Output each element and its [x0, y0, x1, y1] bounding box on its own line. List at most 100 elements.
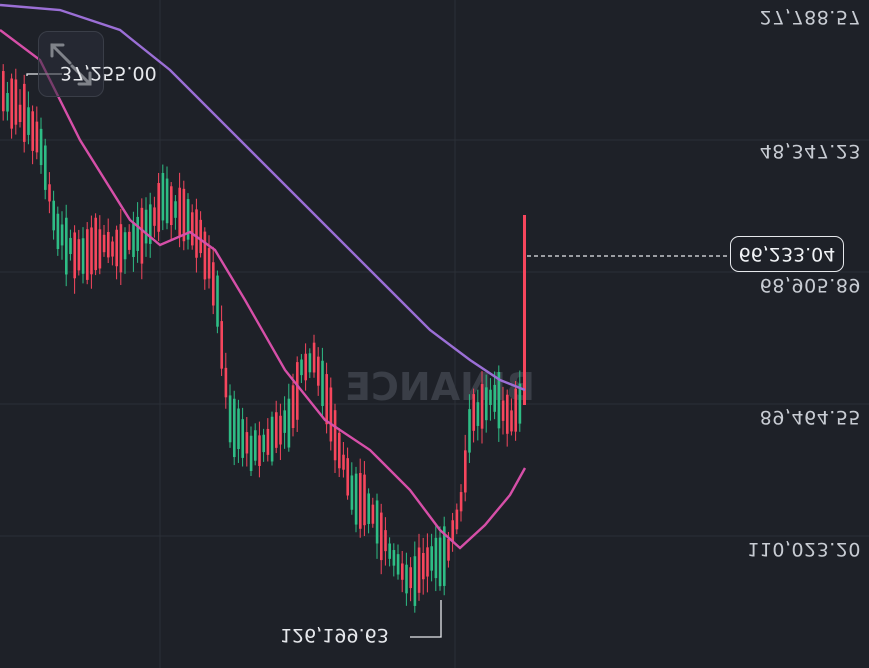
candle-body [333, 410, 337, 461]
candle-body [6, 93, 9, 112]
candle-body [23, 83, 26, 142]
candle-body [279, 415, 282, 445]
candle-body [161, 172, 165, 221]
candle-body [338, 432, 341, 469]
candle-body [44, 145, 47, 190]
candle-body [312, 342, 316, 373]
candle-body [375, 500, 379, 544]
candle-body [203, 231, 207, 280]
candle-body [60, 224, 64, 246]
candle-body [287, 398, 291, 448]
candle-body [52, 200, 55, 231]
candle-body [115, 229, 118, 267]
price-axis-label: 27,788.57 [759, 6, 861, 28]
candle-body [123, 232, 127, 260]
candle-body [14, 79, 18, 125]
candle-body [468, 409, 471, 453]
candle-body [459, 492, 463, 512]
current-price-tag: 66,233.04 [730, 236, 844, 272]
ma-short-line [0, 29, 527, 550]
candle-body [485, 387, 488, 421]
candle-body [291, 385, 295, 428]
candle-body [392, 550, 396, 566]
expand-button[interactable] [38, 31, 104, 97]
candle-body [241, 419, 244, 458]
candle-body [119, 224, 123, 273]
candle-body [140, 207, 144, 264]
candle-body [90, 227, 93, 275]
candle-body [212, 262, 215, 306]
candle-body [523, 215, 526, 405]
candle-body [233, 398, 236, 458]
candle-body [493, 384, 496, 412]
candle-body [98, 229, 102, 269]
candle-body [405, 564, 408, 594]
candle-body [136, 216, 139, 251]
high-price-label: 37,255.00 [60, 62, 157, 84]
candle-body [354, 473, 358, 525]
candle-body [472, 394, 475, 431]
candle-body [497, 371, 501, 429]
candle-body [128, 231, 131, 250]
low-price-label: 126,199.63 [280, 624, 389, 646]
candle-body [426, 547, 429, 577]
candle-body [275, 412, 278, 448]
candle-body [464, 450, 467, 493]
candle-body [434, 537, 438, 579]
candle-body [388, 543, 391, 559]
candle-body [18, 104, 22, 123]
candle-body [69, 237, 72, 255]
candle-body [321, 360, 324, 406]
candle-body [31, 111, 34, 151]
candle-body [304, 353, 307, 381]
candle-body [266, 428, 270, 455]
candle-body [501, 400, 505, 421]
price-axis-label: 110,023.20 [747, 538, 861, 560]
candle-body [165, 178, 169, 224]
candle-body [422, 552, 425, 580]
candle-body [317, 356, 320, 386]
candle-body [296, 362, 299, 420]
candle-body [56, 213, 60, 250]
candle-body [149, 204, 152, 244]
candle-body [367, 493, 370, 524]
candle-body [237, 408, 240, 450]
candle-body [451, 520, 454, 542]
candle-body [186, 199, 190, 240]
candle-body [518, 383, 522, 424]
candle-body [510, 410, 513, 432]
candle-body [77, 239, 81, 271]
candles [2, 64, 526, 613]
candle-body [191, 212, 194, 246]
candle-body [48, 184, 51, 202]
price-axis-label: 48,347.23 [759, 140, 861, 162]
candle-body [178, 187, 181, 237]
price-axis-label: 68,905.89 [759, 274, 861, 296]
candle-body [506, 394, 509, 434]
candle-body [132, 222, 135, 258]
candle-body [86, 229, 89, 280]
candle-body [371, 504, 375, 524]
candle-body [170, 186, 173, 226]
candle-body [182, 188, 186, 242]
candle-body [396, 554, 400, 575]
candle-body [39, 128, 43, 166]
candle-body [144, 209, 148, 244]
candle-body [384, 530, 387, 552]
candle-body [350, 475, 354, 510]
candle-body [480, 384, 484, 429]
candle-body [216, 275, 219, 327]
candle-body [102, 234, 106, 253]
candle-body [342, 454, 345, 470]
candle-body [111, 241, 114, 257]
candle-body [207, 248, 211, 279]
candle-body [413, 556, 417, 606]
candle-body [308, 353, 312, 373]
candle-body [329, 387, 333, 442]
candle-body [10, 78, 13, 129]
candle-body [220, 321, 223, 369]
candle-body [409, 567, 412, 589]
candle-body [489, 389, 492, 405]
